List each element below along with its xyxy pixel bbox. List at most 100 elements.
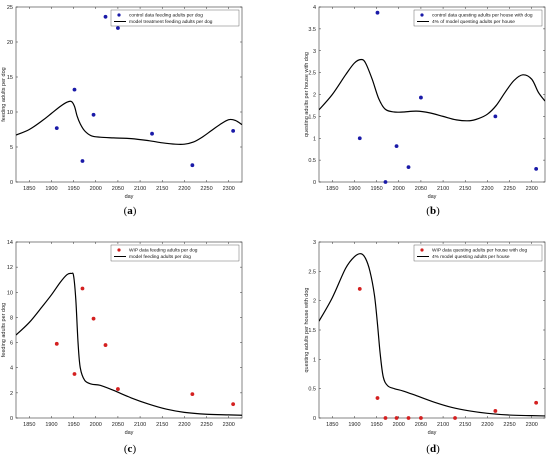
y-tick-label: 10	[7, 110, 13, 116]
y-tick-label: 0.5	[308, 387, 316, 393]
data-point	[357, 287, 362, 291]
data-point	[394, 144, 399, 149]
panel-c: 1850 1900 1950 2000 2050 2100 2150 2200 2250 2300…	[1, 240, 243, 455]
y-tick-label: 1	[313, 357, 316, 363]
x-tick-label: 1850	[326, 186, 338, 192]
x-tick-label: 2200	[481, 186, 493, 192]
x-tick-label: 1850	[23, 186, 35, 192]
x-tick-label: 2100	[437, 186, 449, 192]
y-tick-label: 4	[10, 366, 13, 372]
data-point	[383, 416, 388, 420]
data-point	[72, 87, 77, 92]
x-tick-label: 2300	[526, 422, 538, 428]
y-tick-label: 6	[10, 341, 13, 347]
x-tick-label: 2000	[393, 186, 405, 192]
legend-entry: 4% of model questing adults per house	[432, 19, 515, 25]
y-tick-label: 1.5	[308, 328, 316, 334]
data-point	[493, 409, 498, 413]
x-tick-label: 1950	[67, 186, 79, 192]
x-tick-label: 2050	[415, 186, 427, 192]
y-axis-label: feeding adults per dog	[1, 303, 7, 357]
legend-entry: WIP data feeding adults per dog	[129, 248, 198, 254]
data-point	[103, 14, 108, 19]
y-tick-label: 3.5	[308, 27, 316, 33]
data-point	[80, 286, 85, 291]
x-tick-label: 1950	[370, 422, 382, 428]
x-tick-label: 1850	[326, 422, 338, 428]
data-point	[375, 396, 380, 400]
x-axis-label: day	[125, 430, 134, 436]
legend-box	[110, 244, 240, 262]
x-tick-label: 1900	[348, 186, 360, 192]
panel-caption: (b)	[426, 205, 440, 217]
data-point	[116, 26, 120, 30]
plot-frame	[15, 241, 243, 419]
y-tick-label: 3	[313, 49, 316, 55]
data-point	[190, 163, 195, 168]
y-tick-label: 10	[7, 290, 13, 296]
data-point	[453, 416, 457, 420]
x-tick-label: 2200	[481, 422, 493, 428]
y-tick-label: 5	[10, 145, 13, 151]
legend-box	[110, 9, 240, 27]
y-tick-label: 0	[313, 416, 316, 422]
x-tick-label: 2050	[112, 186, 124, 192]
data-point	[406, 165, 411, 170]
x-tick-label: 2000	[393, 422, 405, 428]
legend-box	[413, 9, 543, 27]
x-tick-label: 2300	[526, 186, 538, 192]
data-point	[91, 316, 96, 321]
panel-d: 1850 1900 1950 2000 2050 2100 2150 2200 2250 2300…	[304, 240, 546, 455]
data-point	[103, 343, 108, 347]
legend-entry: model treatment feeding adults per dog	[129, 19, 213, 25]
y-tick-label: 1	[313, 136, 316, 142]
y-tick-label: 4	[313, 5, 316, 11]
x-axis-label: day	[125, 194, 134, 200]
y-tick-label: 12	[7, 265, 13, 271]
data-point	[357, 136, 362, 141]
x-tick-label: 2150	[459, 422, 471, 428]
x-tick-label: 1900	[45, 422, 57, 428]
x-tick-label: 2300	[223, 422, 235, 428]
y-tick-label: 25	[7, 5, 13, 11]
data-point	[231, 129, 236, 133]
plot-frame	[318, 241, 546, 419]
x-axis-label: day	[428, 194, 437, 200]
x-tick-label: 2250	[503, 186, 515, 192]
y-tick-label: 0.5	[308, 158, 316, 164]
y-tick-label: 1.5	[308, 114, 316, 120]
data-point	[419, 416, 423, 420]
legend-box	[413, 244, 543, 262]
data-point	[54, 126, 59, 130]
y-tick-label: 0	[313, 180, 316, 186]
x-axis-label: day	[428, 430, 437, 436]
y-tick-label: 2.5	[308, 269, 316, 275]
x-tick-label: 1900	[348, 422, 360, 428]
x-tick-label: 2050	[112, 422, 124, 428]
y-axis-label: questing adults per house with dog	[304, 287, 310, 372]
y-tick-label: 2	[313, 299, 316, 305]
x-tick-label: 2250	[503, 422, 515, 428]
y-tick-label: 20	[7, 40, 13, 46]
x-tick-label: 2000	[90, 422, 102, 428]
y-tick-label: 3	[313, 240, 316, 246]
panel-b: 1850 1900 1950 2000 2050 2100 2150 2200 2250 2300…	[304, 5, 546, 217]
data-point	[190, 392, 195, 397]
model-curve	[319, 253, 545, 417]
x-tick-label: 1850	[23, 422, 35, 428]
data-point	[534, 166, 539, 171]
y-axis-label: feeding adults per dog	[1, 67, 7, 121]
data-point	[394, 416, 399, 420]
plot-area	[16, 100, 242, 146]
x-tick-label: 2200	[178, 186, 190, 192]
y-tick-label: 0	[10, 180, 13, 186]
legend-marker	[117, 248, 121, 252]
y-tick-label: 2.5	[308, 71, 316, 77]
plot-area	[16, 272, 242, 416]
model-curve	[319, 58, 545, 122]
panel-a: 1850 1900 1950 2000 2050 2100 2150 2200 2250 2300…	[1, 5, 243, 217]
plot-frame	[15, 6, 243, 183]
x-tick-label: 1950	[67, 422, 79, 428]
x-tick-label: 1900	[45, 186, 57, 192]
x-tick-label: 1950	[370, 186, 382, 192]
